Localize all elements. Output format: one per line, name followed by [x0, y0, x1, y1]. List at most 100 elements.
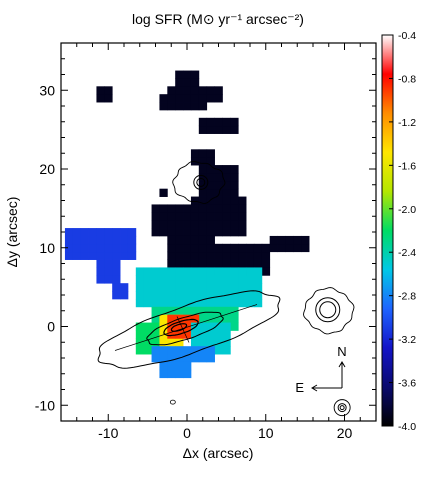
sfr-pixel: [198, 259, 208, 268]
sfr-pixel: [143, 267, 152, 276]
sfr-pixel: [285, 235, 294, 245]
x-tick-label: -10: [98, 425, 118, 441]
y-tick-label: 10: [39, 240, 55, 256]
compass-east-label: E: [295, 380, 304, 395]
sfr-pixel: [167, 267, 176, 276]
sfr-pixel: [143, 330, 152, 339]
star-contour-outer: [172, 160, 226, 204]
sfr-pixel: [183, 283, 192, 292]
sfr-pixel: [167, 354, 176, 363]
sfr-pixel: [88, 243, 97, 253]
colorbar-tick-label: -2.8: [398, 291, 416, 303]
sfr-pixel: [151, 354, 160, 363]
sfr-pixel: [246, 251, 255, 260]
sfr-pixel: [96, 243, 105, 253]
sfr-pixel: [183, 314, 192, 323]
sfr-pixel: [183, 267, 192, 276]
sfr-pixel: [198, 346, 208, 355]
sfr-pixel: [104, 251, 113, 260]
sfr-pixel: [238, 267, 247, 276]
sfr-pixel: [253, 291, 263, 300]
colorbar: [381, 34, 394, 427]
sfr-pixel: [230, 125, 239, 134]
sfr-pixel: [230, 298, 239, 308]
sfr-pixel: [230, 275, 239, 284]
sfr-pixel: [198, 165, 208, 174]
sfr-pixel: [206, 259, 215, 268]
sfr-pixel: [190, 283, 200, 292]
sfr-pixel: [198, 283, 208, 292]
knot-contour: [169, 399, 176, 405]
sfr-pixel: [190, 330, 200, 339]
sfr-pixel: [238, 283, 247, 292]
sfr-pixel: [175, 94, 184, 103]
sfr-pixel: [230, 165, 239, 174]
sfr-pixel: [222, 251, 231, 260]
sfr-pixel: [127, 228, 137, 237]
sfr-pixel: [183, 204, 192, 213]
bright-star-contour-outer: [303, 287, 355, 335]
sfr-pixel: [151, 330, 160, 339]
sfr-pixel: [261, 251, 271, 260]
sfr-pixel: [198, 306, 208, 316]
sfr-pixel: [253, 298, 263, 308]
x-tick-label: 0: [183, 425, 191, 441]
sfr-pixel: [293, 243, 302, 253]
sfr-pixel: [159, 188, 168, 197]
sfr-pixel: [64, 251, 74, 260]
sfr-pixel: [120, 235, 129, 245]
colorbar-tick-label: -0.4: [398, 30, 416, 42]
sfr-pixel: [238, 251, 247, 260]
sfr-pixel: [206, 267, 215, 276]
sfr-pixel: [159, 291, 168, 300]
galaxy-contour-mid: [146, 311, 224, 346]
sfr-pixel: [183, 86, 192, 95]
sfr-pixel: [183, 251, 192, 260]
sfr-pixel: [175, 86, 184, 95]
sfr-pixel: [214, 291, 223, 300]
sfr-pixel: [190, 235, 200, 245]
sfr-pixel: [127, 243, 137, 253]
sfr-pixel: [206, 125, 215, 134]
sfr-pixel: [214, 314, 223, 323]
sfr-pixel: [222, 338, 231, 347]
sfr-pixel: [190, 251, 200, 260]
sfr-pixel: [222, 228, 231, 237]
y-tick-label: 0: [47, 319, 55, 335]
sfr-pixel: [190, 228, 200, 237]
sfr-pixel: [175, 369, 184, 379]
sfr-pixel: [175, 212, 184, 221]
sfr-pixel: [214, 259, 223, 268]
sfr-pixel: [183, 298, 192, 308]
faint-star-contour-mid: [337, 403, 347, 413]
sfr-pixel: [198, 157, 208, 166]
sfr-pixel: [190, 149, 200, 158]
sfr-pixel: [198, 94, 208, 103]
sfr-pixel: [135, 275, 145, 284]
sfr-pixel: [64, 228, 74, 237]
sfr-pixel: [151, 291, 160, 300]
sfr-pixel: [96, 251, 105, 260]
sfr-pixel: [206, 165, 215, 174]
sfr-pixel: [159, 354, 168, 363]
sfr-pixel: [183, 70, 192, 79]
sfr-pixel: [104, 228, 113, 237]
sfr-pixel: [104, 86, 113, 95]
sfr-pixel: [151, 204, 160, 213]
sfr-pixel: [159, 228, 168, 237]
sfr-pixel: [198, 102, 208, 111]
sfr-pixel: [214, 298, 223, 308]
x-axis-label: Δx (arcsec): [183, 445, 254, 461]
sfr-pixel: [175, 283, 184, 292]
sfr-pixel: [206, 322, 215, 331]
sfr-pixel: [175, 78, 184, 87]
star-contour-inner: [196, 177, 206, 187]
sfr-pixel: [285, 243, 294, 253]
sfr-pixel: [198, 243, 208, 253]
sfr-pixel: [214, 125, 223, 134]
sfr-pixel: [159, 346, 168, 355]
sfr-pixel: [151, 267, 160, 276]
sfr-pixel: [167, 346, 176, 355]
sfr-pixel: [159, 361, 168, 371]
sfr-pixel: [214, 188, 223, 197]
